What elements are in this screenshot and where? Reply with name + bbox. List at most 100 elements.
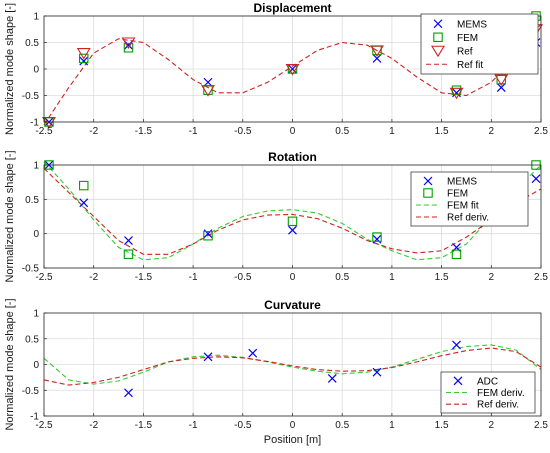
y-tick-label: -0.5: [22, 264, 40, 275]
x-tick-label: -2: [89, 420, 98, 431]
y-tick-label: 0.5: [25, 195, 39, 206]
legend-label-fem: FEM: [447, 189, 468, 200]
y-axis-label: Normalized mode shape [-]: [4, 150, 16, 282]
x-tick-label: 0: [290, 272, 296, 283]
x-tick-label: 2.5: [534, 420, 548, 431]
x-tick-label: 2.5: [534, 272, 548, 283]
legend-label-ref: Ref: [457, 46, 473, 57]
y-tick-label: 0: [33, 360, 39, 371]
x-tick-label: -0.5: [234, 272, 252, 283]
point-adc: [452, 340, 461, 350]
y-tick-label: -1: [30, 412, 39, 423]
x-tick-label: -1.5: [135, 420, 153, 431]
series-line-ref-deriv: [43, 347, 542, 386]
point-fem: [451, 249, 462, 260]
legend-label-fem-deriv: FEM deriv.: [477, 388, 525, 399]
x-tick-label: 1: [389, 272, 395, 283]
y-tick-label: -0.5: [22, 91, 40, 102]
x-tick-label: 0.5: [335, 420, 349, 431]
point-adc: [124, 388, 133, 398]
point-mems: [288, 225, 297, 235]
legend-label-ref-fit: Ref fit: [457, 60, 483, 71]
x-tick-label: -2: [89, 126, 98, 137]
chart-title: Curvature: [264, 298, 321, 312]
x-axis-label: Position [m]: [264, 434, 321, 446]
point-mems: [79, 56, 89, 66]
chart-title: Rotation: [268, 150, 317, 164]
chart-title: Displacement: [253, 1, 331, 15]
point-ref: [494, 74, 509, 87]
x-tick-label: -2: [89, 272, 98, 283]
x-tick-label: -1: [189, 126, 198, 137]
legend-label-fem-fit: FEM fit: [447, 201, 479, 212]
point-ref: [41, 116, 56, 129]
x-tick-label: -1: [189, 272, 198, 283]
point-fem: [123, 43, 134, 53]
legend-symbol-fem: [423, 188, 433, 198]
legend-label-mems: MEMS: [457, 19, 487, 30]
point-fem: [451, 85, 462, 95]
point-fem: [123, 249, 134, 260]
y-axis-label: Normalized mode shape [-]: [4, 298, 16, 430]
point-mems: [372, 53, 382, 63]
y-tick-label: 0: [33, 65, 39, 76]
legend-label-adc: ADC: [477, 376, 498, 387]
series-adc: [124, 340, 461, 398]
point-mems: [203, 77, 213, 87]
point-mems: [452, 88, 461, 98]
y-tick-label: 1: [33, 309, 39, 320]
y-tick-label: -0.5: [22, 386, 40, 397]
legend-symbol-fem: [433, 32, 443, 42]
x-tick-label: -1.5: [135, 126, 153, 137]
point-ref: [370, 45, 384, 57]
point-fem: [79, 53, 89, 64]
legend-symbol-ref: [431, 45, 445, 58]
legend-symbol-adc: [453, 376, 463, 386]
legend-box: [420, 13, 539, 75]
legend-box: [410, 171, 529, 227]
point-mems: [496, 83, 506, 92]
series-line-ref-deriv: [43, 168, 542, 255]
x-tick-label: -1: [189, 420, 198, 431]
x-tick-label: 0.5: [335, 126, 349, 137]
x-tick-label: -2.5: [35, 126, 53, 137]
y-tick-label: -1: [30, 118, 39, 129]
y-tick-label: 0.5: [25, 334, 39, 345]
x-tick-label: 2: [489, 420, 495, 431]
x-tick-label: 2: [489, 272, 495, 283]
x-tick-label: 0: [290, 126, 296, 137]
point-fem: [287, 216, 298, 227]
legend-label-mems: MEMS: [447, 177, 477, 188]
legend: MEMS FEM Ref Ref fit: [420, 13, 539, 75]
legend-label-fem: FEM: [457, 33, 478, 44]
x-tick-label: -0.5: [234, 126, 252, 137]
legend-label-ref-deriv: Ref deriv.: [477, 400, 519, 411]
y-axis-label: Normalized mode shape [-]: [4, 3, 16, 135]
point-ref: [76, 48, 91, 60]
x-tick-label: 0: [290, 420, 296, 431]
point-mems: [288, 64, 297, 74]
panel-displacement: -2.5 -2 -1.5 -1 -0.5 0 0.5 1 1.5 2 2.5 -1 -0.5 0 0.5 1 D…: [4, 1, 548, 137]
x-tick-label: -0.5: [234, 420, 252, 431]
y-tick-label: 0: [33, 229, 39, 240]
point-adc: [248, 348, 258, 358]
panel-curvature: -2.5 -2 -1.5 -1 -0.5 0 0.5 1 1.5 2 2.5 -1 -0.5 0 0.5 1 C…: [4, 298, 548, 446]
panel-rotation: -2.5 -2 -1.5 -1 -0.5 0 0.5 1 1.5 2 2.5 -0.5 0 0.5 1 Rot…: [4, 150, 548, 283]
point-ref: [121, 37, 136, 49]
point-adc: [372, 367, 382, 377]
legend-symbol-mems: [423, 176, 433, 186]
x-tick-label: 1.5: [435, 420, 449, 431]
point-adc: [327, 373, 337, 383]
x-tick-label: 2: [489, 126, 495, 137]
legend-label-ref-deriv: Ref deriv.: [447, 213, 489, 224]
point-mems: [79, 198, 89, 208]
y-tick-label: 1: [33, 12, 39, 23]
point-adc: [203, 352, 213, 362]
x-tick-label: 0.5: [335, 272, 349, 283]
x-tick-label: 1: [389, 420, 395, 431]
point-mems: [124, 236, 133, 245]
x-tick-label: -2.5: [35, 420, 53, 431]
